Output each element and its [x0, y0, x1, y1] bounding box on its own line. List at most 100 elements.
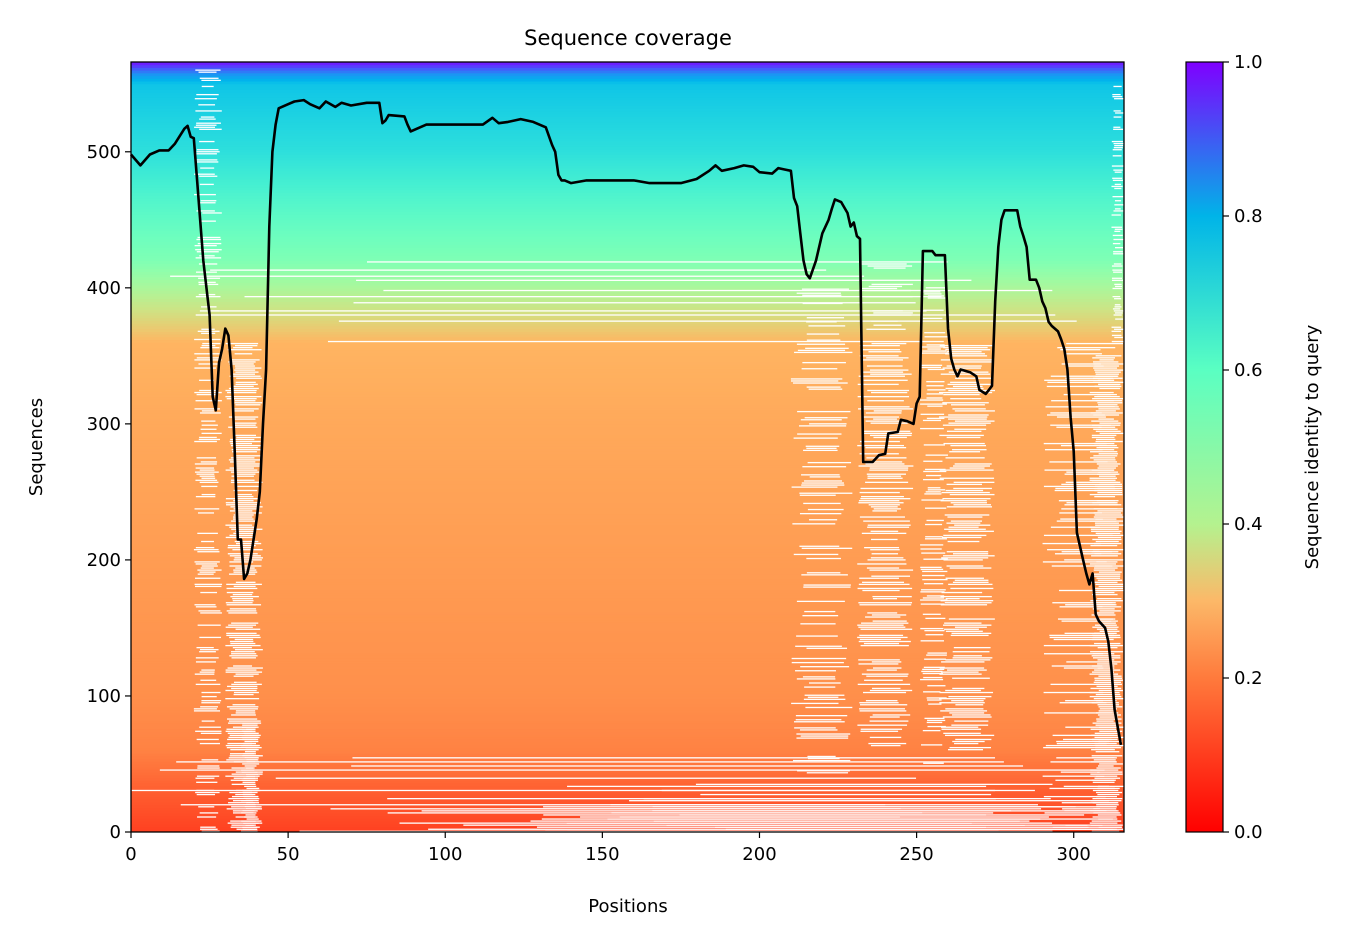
gap [1111, 214, 1121, 216]
gap [948, 618, 995, 620]
gap [862, 691, 907, 694]
sequence-row [131, 728, 1124, 732]
gap [1112, 234, 1123, 237]
gap [869, 469, 909, 471]
gap [867, 265, 913, 267]
gap [242, 763, 260, 765]
gap [198, 283, 219, 286]
gap [1094, 732, 1118, 734]
x-tick-label: 200 [742, 844, 776, 865]
gap [235, 465, 262, 467]
gap [803, 502, 841, 505]
sequence-row [131, 532, 1124, 536]
gap [242, 791, 258, 794]
gap [1092, 797, 1123, 800]
x-tick-label: 100 [428, 844, 462, 865]
gap [925, 536, 943, 538]
gap [791, 657, 847, 660]
gap [200, 167, 215, 169]
gap [228, 612, 258, 614]
gap [861, 622, 909, 624]
gap [229, 636, 261, 639]
gap [1061, 508, 1118, 510]
gap [200, 706, 218, 708]
gap [1061, 363, 1101, 365]
gap [925, 474, 942, 477]
gap [857, 444, 904, 447]
gap [950, 404, 985, 406]
gap [233, 347, 253, 349]
gap [1093, 512, 1121, 514]
gap [233, 508, 260, 510]
sequence-row [131, 138, 1124, 142]
gap [235, 447, 258, 449]
sequence-row [131, 391, 1124, 395]
sequence-row [131, 67, 1124, 71]
gap [230, 442, 252, 445]
gap [922, 729, 941, 732]
gap [939, 702, 985, 704]
sequence-row [131, 442, 1124, 447]
sequence-row [131, 361, 1124, 365]
gap [225, 395, 262, 398]
gap [803, 449, 838, 452]
gap [245, 814, 256, 816]
gap [1044, 379, 1111, 381]
gap [1113, 85, 1122, 88]
gap [921, 744, 943, 746]
gap [1114, 336, 1123, 339]
gap [860, 730, 899, 732]
gap [196, 238, 222, 241]
gap [923, 470, 947, 473]
gap [858, 408, 914, 410]
gap [945, 598, 980, 600]
gap [1064, 632, 1100, 634]
gap [1089, 691, 1120, 694]
gap [804, 694, 845, 696]
sequence-row [131, 578, 1124, 583]
sequence-row [131, 510, 1124, 515]
gap [801, 484, 845, 486]
gap [951, 724, 989, 726]
gap [796, 600, 845, 603]
sequence-row [131, 706, 1124, 711]
gap [241, 812, 257, 814]
gap [196, 93, 219, 96]
gap [1094, 567, 1118, 569]
gap [231, 687, 258, 690]
gap [200, 200, 217, 202]
sequence-row [131, 529, 1124, 534]
y-tick-label: 300 [87, 414, 121, 435]
gap [1090, 451, 1118, 453]
gap [1060, 771, 1100, 773]
gap [809, 423, 847, 425]
gap [227, 349, 262, 351]
gap [1094, 395, 1120, 398]
sequence-row [131, 410, 1124, 414]
gap [275, 777, 917, 779]
gap [1056, 757, 1117, 759]
x-tick-label: 50 [277, 844, 300, 865]
gap [944, 528, 986, 530]
gap [246, 759, 258, 761]
gap [1050, 683, 1122, 686]
gap [201, 432, 222, 435]
gap [955, 377, 992, 379]
gap [948, 418, 987, 420]
gap [231, 657, 256, 659]
gap [795, 715, 848, 717]
gap [922, 597, 945, 599]
sequence-row [131, 717, 1124, 721]
gap [1099, 622, 1116, 624]
sequence-row [131, 366, 1124, 370]
sequence-row [131, 516, 1124, 520]
gap [1113, 116, 1122, 118]
gap [351, 765, 1024, 767]
gap [1098, 453, 1119, 455]
gap [871, 391, 908, 394]
gap [927, 652, 947, 654]
gap [199, 412, 221, 414]
gap [922, 570, 948, 573]
gap [1092, 502, 1118, 504]
sequence-row [131, 298, 1124, 302]
